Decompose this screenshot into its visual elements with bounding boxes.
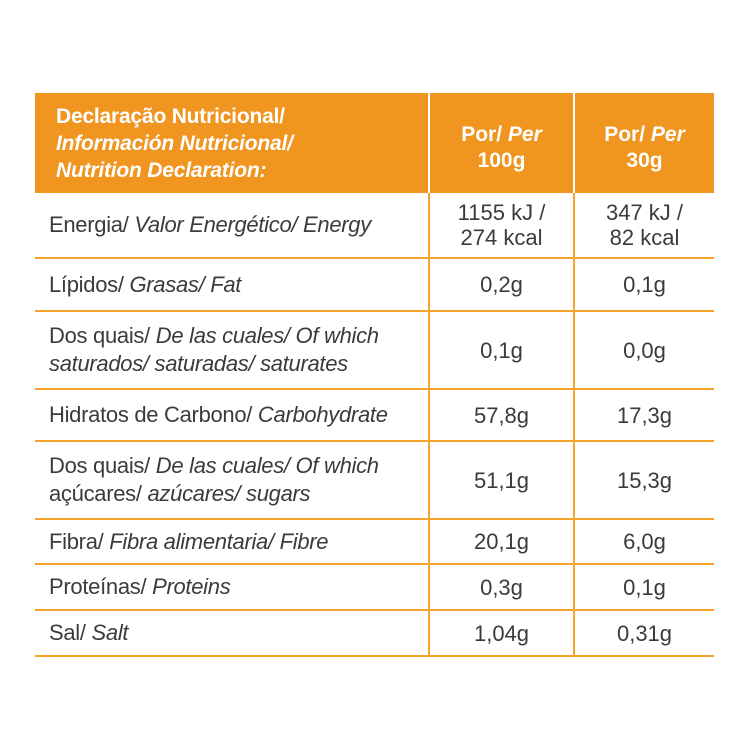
label-es-en: De las cuales/ Of which [149, 453, 379, 478]
header-title-line-pt: Declaração Nutricional/ [56, 104, 285, 128]
label-pt: Sal/ [49, 620, 86, 645]
value-line: 0,31g [616, 620, 673, 646]
label-es-en: Proteins [146, 574, 231, 599]
value-line: 17,3g [616, 402, 673, 428]
table-row-sugars: Dos quais/ De las cuales/ Of which açúca… [35, 440, 714, 518]
value-per-30g: 0,0g [573, 312, 714, 388]
row-label: Dos quais/ De las cuales/ Of which açúca… [35, 442, 428, 518]
table-body: Energia/ Valor Energético/ Energy 1155 k… [35, 193, 714, 657]
row-label-line: Energia/ Valor Energético/ Energy [49, 211, 428, 239]
header-title-line-en: Nutrition Declaration: [56, 158, 267, 182]
label-pt: Fibra/ [49, 528, 104, 554]
header-title: Declaração Nutricional/ Información Nutr… [35, 93, 428, 193]
value-per-100g: 20,1g [428, 520, 573, 563]
label-es-en: azúcares/ sugars [141, 481, 311, 506]
row-label-line: saturados/ saturadas/ saturates [49, 350, 428, 378]
table-row-proteins: Proteínas/ Proteins 0,3g 0,1g [35, 563, 714, 609]
value-line: 0,2g [480, 272, 523, 297]
table-row-salt: Sal/ Salt 1,04g 0,31g [35, 609, 714, 655]
row-label: Hidratos de Carbono/ Carbohydrate [35, 390, 428, 440]
label-pt: açúcares/ [49, 481, 142, 506]
value-line: 0,1g [623, 272, 666, 297]
value-per-30g: 6,0g [573, 520, 714, 563]
value-line: 0,1g [480, 337, 523, 363]
value-line: 82 kcal [609, 225, 680, 250]
value-per-30g: 15,3g [573, 442, 714, 518]
label-es-en: Valor Energético/ Energy [128, 212, 371, 237]
row-label-line: açúcares/ azúcares/ sugars [49, 480, 428, 508]
value-line: 0,1g [623, 574, 666, 600]
table-row-fibre: Fibra/ Fibra alimentaria/ Fibre 20,1g 6,… [35, 518, 714, 563]
label-pt: Hidratos de Carbono/ [49, 402, 253, 427]
value-per-100g: 0,3g [428, 565, 573, 609]
row-label-line: Sal/ Salt [49, 619, 428, 647]
row-label-line: Fibra/ Fibra alimentaria/ Fibre [49, 528, 428, 556]
value-per-100g: 57,8g [428, 390, 573, 440]
header-col-per-30g-qty: 30g [626, 149, 663, 172]
value-line: 57,8g [473, 402, 530, 428]
row-label-line: Dos quais/ De las cuales/ Of which [49, 322, 428, 350]
value-line: 0,3g [480, 574, 523, 600]
table-row-energy: Energia/ Valor Energético/ Energy 1155 k… [35, 193, 714, 257]
row-label: Sal/ Salt [35, 611, 428, 655]
row-label-line: Proteínas/ Proteins [49, 573, 428, 601]
label-pt: Energia/ [49, 212, 129, 237]
table-row-carbohydrate: Hidratos de Carbono/ Carbohydrate 57,8g … [35, 388, 714, 440]
label-es-en: saturados/ saturadas/ saturates [49, 351, 348, 376]
value-line: 1155 kJ / [457, 200, 546, 225]
label-pt: Dos quais/ [49, 453, 150, 478]
header-col-per-30g-line1: Por/ Per [604, 122, 685, 148]
label-pt: Lípidos/ [49, 271, 124, 297]
value-line: 20,1g [473, 529, 530, 554]
value-line: 274 kcal [460, 225, 543, 250]
row-label-line: Lípidos/ Grasas/ Fat [49, 271, 428, 299]
header-title-line-es: Información Nutricional/ [56, 131, 293, 155]
header-col-per-30g: Por/ Per 30g [573, 93, 714, 193]
value-per-30g: 0,31g [573, 611, 714, 655]
label-es-en: De las cuales/ Of which [149, 323, 379, 348]
label-es-en: Fibra alimentaria/ Fibre [103, 528, 329, 554]
value-line: 51,1g [473, 467, 530, 493]
row-label-line: Hidratos de Carbono/ Carbohydrate [49, 401, 428, 429]
value-line: 347 kJ / [605, 200, 684, 225]
header-col-per-100g: Por/ Per 100g [428, 93, 573, 193]
value-per-30g: 0,1g [573, 565, 714, 609]
header-col-per-100g-line1: Por/ Per [461, 122, 542, 148]
row-label: Proteínas/ Proteins [35, 565, 428, 609]
label-es-en: Salt [85, 620, 129, 645]
row-label-line: Dos quais/ De las cuales/ Of which [49, 452, 428, 480]
value-line: 15,3g [616, 467, 673, 493]
row-label: Energia/ Valor Energético/ Energy [35, 193, 428, 257]
label-pt: Dos quais/ [49, 323, 150, 348]
value-line: 0,0g [623, 337, 666, 363]
table-row-fat: Lípidos/ Grasas/ Fat 0,2g 0,1g [35, 257, 714, 310]
header-por-label: Por/ [461, 123, 503, 146]
table-header: Declaração Nutricional/ Información Nutr… [35, 93, 714, 193]
row-label: Lípidos/ Grasas/ Fat [35, 259, 428, 310]
value-per-100g: 1155 kJ / 274 kcal [428, 193, 573, 257]
nutrition-table: Declaração Nutricional/ Información Nutr… [35, 93, 714, 657]
header-per-label: Per [645, 123, 685, 146]
label-es-en: Grasas/ Fat [123, 271, 242, 297]
value-per-30g: 17,3g [573, 390, 714, 440]
label-pt: Proteínas/ [49, 574, 147, 599]
row-label: Dos quais/ De las cuales/ Of which satur… [35, 312, 428, 388]
header-por-label: Por/ [604, 123, 646, 146]
value-line: 1,04g [473, 620, 530, 646]
label-es-en: Carbohydrate [252, 402, 388, 427]
value-line: 6,0g [623, 529, 666, 554]
value-per-100g: 51,1g [428, 442, 573, 518]
value-per-100g: 0,1g [428, 312, 573, 388]
value-per-100g: 0,2g [428, 259, 573, 310]
table-row-saturates: Dos quais/ De las cuales/ Of which satur… [35, 310, 714, 388]
header-col-per-100g-qty: 100g [477, 149, 526, 172]
value-per-30g: 0,1g [573, 259, 714, 310]
header-per-label: Per [502, 123, 542, 146]
value-per-100g: 1,04g [428, 611, 573, 655]
value-per-30g: 347 kJ / 82 kcal [573, 193, 714, 257]
row-label: Fibra/ Fibra alimentaria/ Fibre [35, 520, 428, 563]
